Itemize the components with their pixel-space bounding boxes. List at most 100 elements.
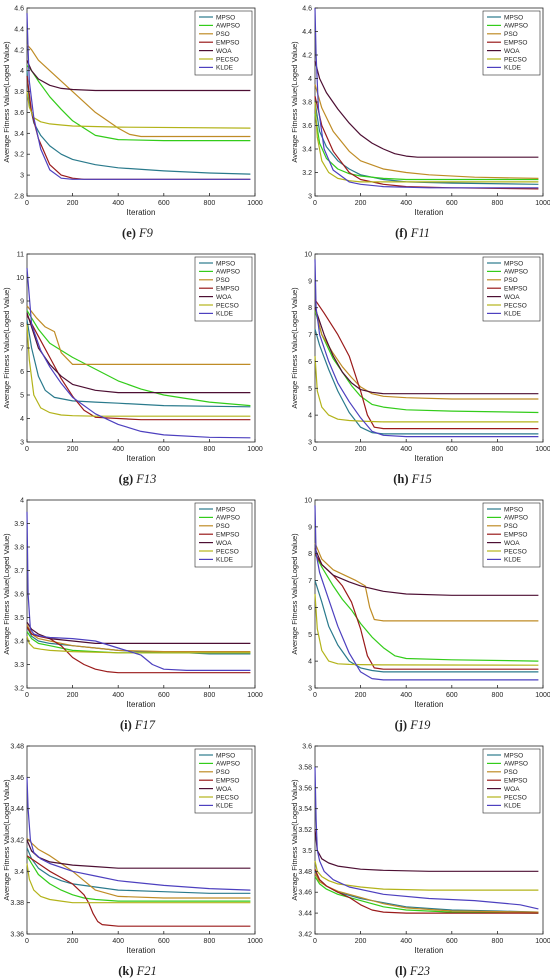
series-line-awpso: [314, 876, 539, 914]
y-tick-label: 3.8: [14, 545, 24, 552]
y-tick-label: 6: [308, 359, 312, 366]
legend-box: [482, 748, 541, 814]
y-tick-label: 4.2: [14, 47, 24, 54]
legend-label-pecso: PECSO: [504, 794, 527, 801]
y-tick-label: 7: [308, 578, 312, 585]
legend-label-awpso: AWPSO: [216, 761, 240, 768]
caption-function: F15: [411, 472, 432, 486]
legend-label-klde: KLDE: [216, 311, 234, 318]
legend-box: [482, 502, 541, 568]
y-axis-label: Average Fitness Value(Loged Value): [290, 533, 299, 655]
x-tick-label: 400: [400, 692, 412, 699]
y-tick-label: 11: [17, 252, 24, 259]
series-line-klde: [314, 7, 539, 189]
y-tick-label: 3.46: [10, 775, 24, 782]
x-axis-label: Iteration: [127, 454, 156, 463]
legend-label-klde: KLDE: [504, 311, 522, 318]
series-line-klde: [26, 777, 251, 891]
x-axis-label: Iteration: [415, 454, 444, 463]
y-tick-label: 10: [304, 252, 312, 259]
series-line-awpso: [314, 310, 539, 414]
x-tick-label: 400: [112, 692, 124, 699]
legend-label-empso: EMPSO: [504, 286, 527, 293]
legend-label-empso: EMPSO: [504, 532, 527, 539]
legend-label-mpso: MPSO: [504, 506, 523, 513]
x-tick-label: 800: [492, 938, 504, 945]
x-tick-label: 400: [112, 446, 124, 453]
x-axis-label: Iteration: [127, 946, 156, 955]
y-tick-label: 8: [20, 322, 24, 329]
series-line-klde: [26, 268, 251, 439]
series-line-pecso: [26, 636, 251, 654]
y-tick-label: 3.4: [14, 869, 24, 876]
caption-letter: (h): [393, 472, 409, 486]
caption-letter: (g): [118, 472, 134, 486]
x-tick-label: 0: [25, 692, 29, 699]
legend-label-mpso: MPSO: [216, 14, 235, 21]
y-tick-label: 4.6: [14, 6, 24, 13]
legend-box: [482, 256, 541, 322]
chart-F9: 0 200 400 600 800 1000 2.8 3 3.2 3.4 3.6 3.8 4 4.2 4.4…: [2, 6, 263, 218]
caption-letter: (j): [394, 718, 408, 732]
x-axis-label: Iteration: [127, 208, 156, 217]
series-line-pso: [26, 624, 251, 653]
legend-label-pso: PSO: [504, 523, 518, 530]
y-axis-label: Average Fitness Value(Loged Value): [2, 41, 11, 163]
series-line-awpso: [26, 855, 251, 902]
legend-label-pso: PSO: [216, 769, 230, 776]
legend-label-pecso: PECSO: [504, 548, 527, 555]
caption-F23: (l) F23: [275, 964, 550, 979]
x-tick-label: 200: [67, 446, 79, 453]
caption-letter: (f): [395, 226, 408, 240]
y-axis-label: Average Fitness Value(Loged Value): [290, 287, 299, 409]
y-tick-label: 3: [308, 440, 312, 447]
legend-label-klde: KLDE: [216, 65, 234, 72]
legend-label-mpso: MPSO: [216, 506, 235, 513]
caption-F9: (e) F9: [0, 226, 275, 241]
y-tick-label: 10: [304, 498, 312, 505]
chart-F23: 0 200 400 600 800 1000 3.42 3.44 3.46 3.48 3.5 3.52…: [290, 744, 550, 956]
x-tick-label: 0: [25, 446, 29, 453]
y-tick-label: 5: [20, 393, 24, 400]
x-tick-label: 400: [400, 446, 412, 453]
series-line-woa: [314, 548, 539, 596]
series-line-pecso: [26, 863, 251, 904]
y-tick-label: 5: [308, 386, 312, 393]
y-tick-label: 4.6: [302, 6, 312, 13]
y-axis-label: Average Fitness Value(Loged Value): [290, 779, 299, 901]
y-tick-label: 3.52: [298, 827, 312, 834]
series-line-klde: [26, 13, 251, 180]
chart-F21: 0 200 400 600 800 1000 3.36 3.38 3.4 3.42 3.44 3.46…: [2, 744, 263, 956]
caption-function: F23: [409, 964, 431, 978]
y-tick-label: 4: [308, 76, 312, 83]
y-tick-label: 6: [20, 369, 24, 376]
x-tick-label: 400: [400, 938, 412, 945]
x-tick-label: 400: [112, 938, 124, 945]
legend-label-awpso: AWPSO: [216, 269, 240, 276]
x-tick-label: 200: [355, 692, 367, 699]
legend-label-pecso: PECSO: [216, 548, 239, 555]
series-line-pecso: [26, 91, 251, 129]
caption-F19: (j) F19: [275, 718, 550, 733]
x-tick-label: 1000: [535, 692, 550, 699]
x-tick-label: 0: [25, 938, 29, 945]
caption-function: F11: [410, 226, 430, 240]
legend-box: [194, 10, 253, 76]
legend-label-mpso: MPSO: [504, 752, 523, 759]
legend-label-awpso: AWPSO: [216, 515, 240, 522]
x-tick-label: 1000: [535, 938, 550, 945]
series-line-pso: [314, 84, 539, 179]
legend-label-pecso: PECSO: [216, 794, 239, 801]
legend-label-woa: WOA: [216, 786, 232, 793]
y-tick-label: 4.2: [302, 53, 312, 60]
series-line-pecso: [314, 356, 539, 423]
series-line-pso: [314, 542, 539, 622]
x-tick-label: 0: [313, 938, 317, 945]
x-axis-label: Iteration: [415, 700, 444, 709]
chart-F13: 0 200 400 600 800 1000 3 4 5 6 7 8 9 10 11 Iteration Ave…: [2, 252, 263, 464]
y-tick-label: 3.9: [14, 521, 24, 528]
legend-label-pso: PSO: [504, 769, 518, 776]
series-line-pecso: [314, 860, 539, 891]
